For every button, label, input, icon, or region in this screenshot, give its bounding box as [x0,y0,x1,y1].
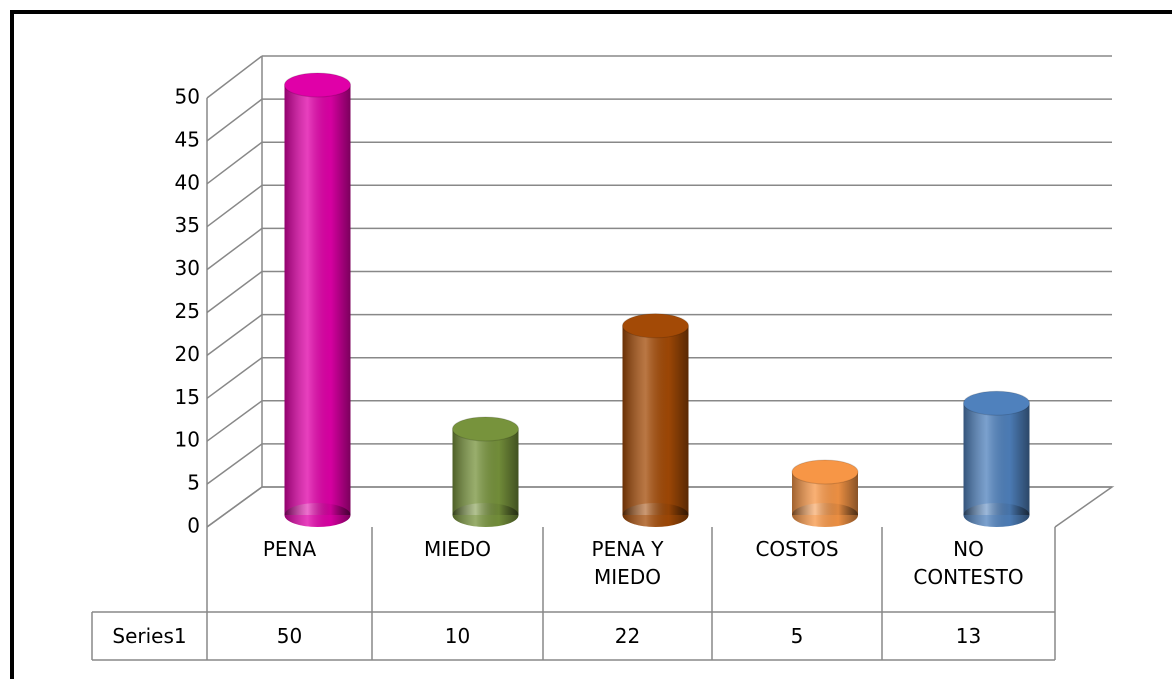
x-tick-label-text: COSTOS [755,537,839,561]
y-tick-label: 25 [175,299,200,323]
grid-diagonal [206,270,263,314]
frame [10,10,1172,679]
y-tick-label: 10 [175,428,200,452]
grid-diagonal [206,55,263,99]
value-label-text: 50 [276,624,303,648]
value-label-text: 13 [955,624,982,648]
grid-diagonal [206,313,263,357]
grid-diagonal [206,443,263,485]
value-label-text: 5 [790,624,804,648]
y-tick-label: 20 [175,342,200,366]
bar-shade [622,325,689,515]
y-tick-label: 40 [175,170,200,194]
x-tick-label: MIEDO [372,527,543,612]
value-label: 13 [882,612,1055,660]
bar-shade [452,429,519,515]
y-tick-label: 45 [175,127,200,151]
x-tick-label: PENA [207,527,372,612]
cylinder-top [452,416,519,442]
x-tick-label: PENA Y MIEDO [543,527,712,612]
value-label: 22 [543,612,712,660]
value-label: 10 [372,612,543,660]
grid-diagonal [206,98,263,142]
cylinder-top [284,72,351,98]
y-tick-label: 50 [175,85,200,109]
x-tick-label-text: PENA [262,537,317,561]
grid-diagonal [206,357,263,399]
value-label: 5 [712,612,882,660]
bar-shade [963,403,1030,515]
cylinder-top [963,390,1030,416]
y-tick-label: 5 [187,471,200,495]
grid-diagonal [206,400,263,442]
x-tick-label-text: PENA Y MIEDO [591,537,664,589]
legend-entry-text: Series1 [112,624,187,648]
y-tick-label: 0 [187,514,200,538]
cylinder-top [622,313,689,339]
x-tick-label: NO CONTESTO [882,527,1055,612]
grid-diagonal [206,141,263,185]
x-tick-label-text: NO CONTESTO [913,537,1024,589]
value-label-text: 10 [444,624,471,648]
value-label-text: 22 [614,624,641,648]
cylinder-top [791,459,859,485]
bar-shade [284,85,351,515]
y-tick-label: 30 [175,256,200,280]
grid-diagonal [206,227,263,271]
grid-diagonal [206,184,263,228]
value-label: 50 [207,612,372,660]
y-tick-label: 15 [175,385,200,409]
x-tick-label-text: MIEDO [424,537,491,561]
x-tick-label: COSTOS [712,527,882,612]
legend-entry: Series1 [92,612,207,660]
y-tick-label: 35 [175,213,200,237]
grid-diagonal [206,486,263,528]
